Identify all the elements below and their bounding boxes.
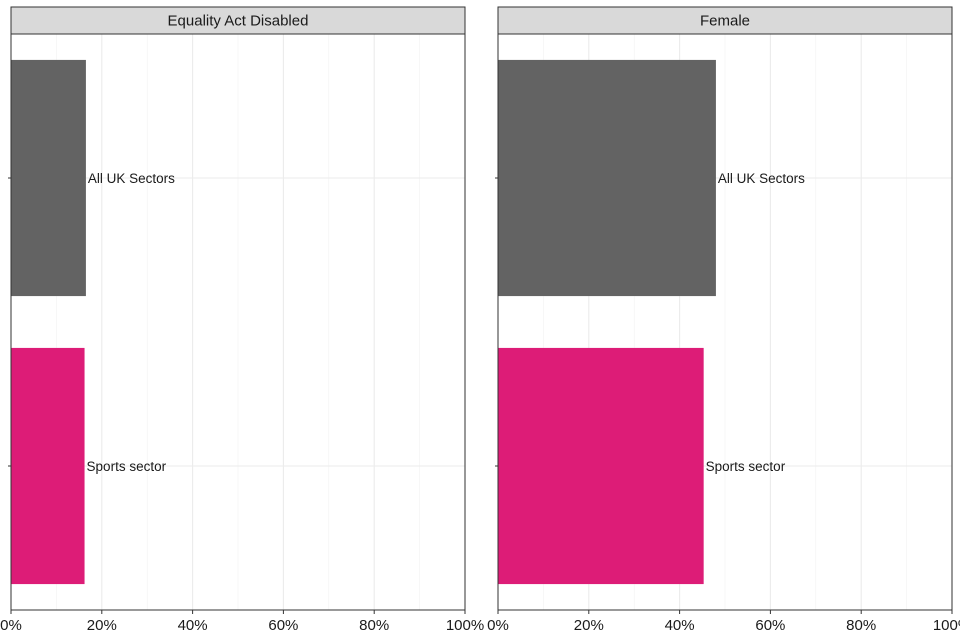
bar [11,59,86,297]
bar [498,347,704,585]
facet-strip [497,6,953,35]
x-tick-label: 60% [268,617,298,634]
bar-label: All UK Sectors [718,171,805,186]
x-tick-label: 0% [487,617,509,634]
bar-label: Sports sector [706,459,786,474]
x-tick-label: 80% [846,617,876,634]
x-tick-label: 60% [755,617,785,634]
facet-title: Equality Act Disabled [168,13,309,30]
panel-border [10,33,466,611]
x-tick-label: 20% [87,617,117,634]
facet-title: Female [700,13,750,30]
bar [498,59,716,297]
x-tick-label: 80% [359,617,389,634]
x-tick-label: 20% [574,617,604,634]
x-tick-label: 100% [446,617,484,634]
x-tick-label: 40% [665,617,695,634]
bar-label: All UK Sectors [88,171,175,186]
x-tick-label: 100% [933,617,960,634]
bar [11,347,85,585]
bar-label: Sports sector [87,459,167,474]
panel-border [497,33,953,611]
facet-strip [10,6,466,35]
x-tick-label: 0% [0,617,22,634]
x-tick-label: 40% [178,617,208,634]
